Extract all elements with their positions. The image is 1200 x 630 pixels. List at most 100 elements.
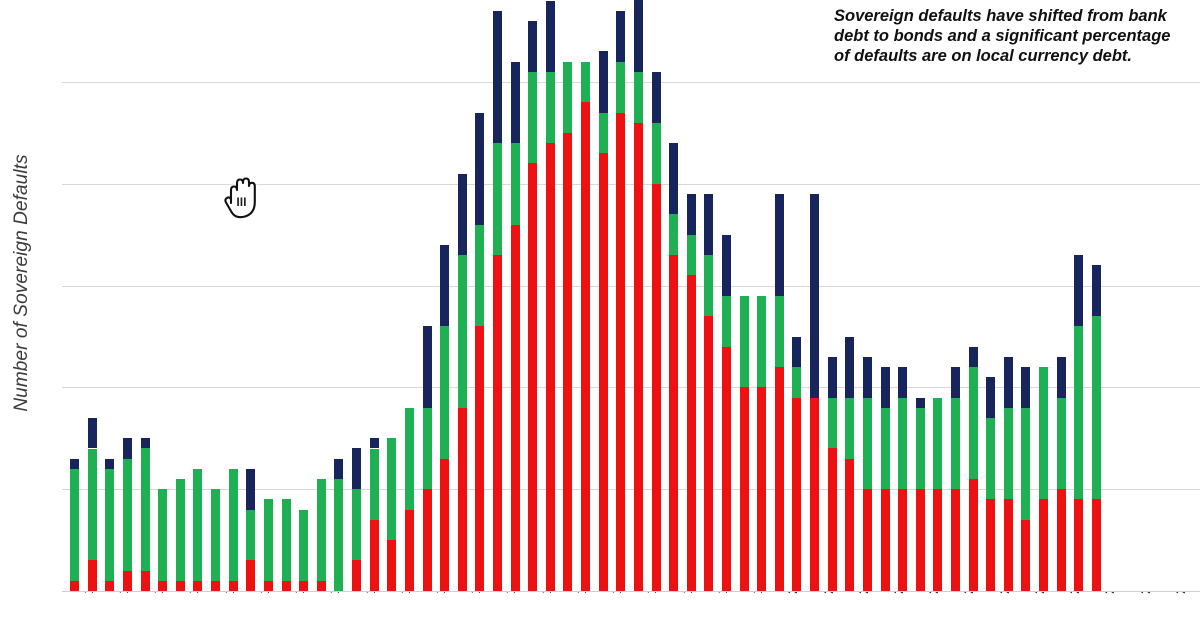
x-tick-label-2006: 2006: [890, 592, 906, 594]
bar-1969[interactable]: [228, 0, 238, 591]
bar-2012[interactable]: [986, 0, 996, 591]
bar-segment-bank-debt-1968: [211, 580, 221, 591]
bar-2008[interactable]: [915, 0, 925, 591]
bar-segment-local-currency-debt-1962: [105, 458, 115, 469]
bar-2023[interactable]: [1180, 0, 1189, 591]
bar-2022[interactable]: [1162, 0, 1171, 591]
bar-1997[interactable]: [721, 0, 731, 591]
bar-1977[interactable]: [369, 0, 379, 591]
bar-1988[interactable]: [563, 0, 573, 591]
bar-1979[interactable]: [404, 0, 414, 591]
bar-1982[interactable]: [457, 0, 467, 591]
bar-1974[interactable]: [316, 0, 326, 591]
bar-1965[interactable]: [158, 0, 168, 591]
y-axis-title: Number of Sovereign Defaults: [11, 154, 32, 412]
bar-1990[interactable]: [598, 0, 608, 591]
bar-2011[interactable]: [968, 0, 978, 591]
bar-2015[interactable]: [1039, 0, 1049, 591]
bar-1961[interactable]: [87, 0, 97, 591]
bar-1980[interactable]: [422, 0, 432, 591]
bar-segment-bank-debt-1999: [757, 387, 767, 591]
bar-segment-local-currency-debt-2001: [792, 336, 802, 368]
bar-1968[interactable]: [211, 0, 221, 591]
bar-1993[interactable]: [651, 0, 661, 591]
x-tick-label-1968: 1968: [221, 592, 237, 594]
bar-1984[interactable]: [492, 0, 502, 591]
bar-1964[interactable]: [140, 0, 150, 591]
bar-2013[interactable]: [1003, 0, 1013, 591]
bar-2004[interactable]: [845, 0, 855, 591]
bar-2014[interactable]: [1021, 0, 1031, 591]
bar-segment-bank-debt-1979: [404, 509, 414, 591]
bar-2017[interactable]: [1074, 0, 1084, 591]
bar-segment-bonds-1962: [105, 468, 115, 581]
bar-1967[interactable]: [193, 0, 203, 591]
bar-1989[interactable]: [581, 0, 591, 591]
bars-layer[interactable]: [62, 0, 1200, 591]
bar-1970[interactable]: [246, 0, 256, 591]
bar-1971[interactable]: [263, 0, 273, 591]
bar-2018[interactable]: [1091, 0, 1101, 591]
bar-segment-local-currency-debt-2012: [986, 377, 996, 418]
bar-2021[interactable]: [1145, 0, 1154, 591]
bar-segment-bonds-1970: [246, 509, 256, 561]
bar-2009[interactable]: [933, 0, 943, 591]
bar-segment-bank-debt-1964: [140, 570, 150, 591]
bar-2001[interactable]: [792, 0, 802, 591]
bar-2003[interactable]: [827, 0, 837, 591]
bar-segment-local-currency-debt-1986: [528, 20, 538, 72]
bar-1996[interactable]: [704, 0, 714, 591]
bar-segment-bank-debt-2017: [1074, 499, 1084, 591]
bar-segment-bonds-2004: [845, 397, 855, 459]
bar-1995[interactable]: [686, 0, 696, 591]
bar-2005[interactable]: [862, 0, 872, 591]
bar-1994[interactable]: [669, 0, 679, 591]
bar-segment-bank-debt-1972: [281, 580, 291, 591]
bar-1972[interactable]: [281, 0, 291, 591]
bar-2020[interactable]: [1127, 0, 1136, 591]
bar-1981[interactable]: [440, 0, 450, 591]
bar-1983[interactable]: [475, 0, 485, 591]
bar-segment-bank-debt-1969: [228, 580, 238, 591]
bar-2007[interactable]: [898, 0, 908, 591]
bar-2019[interactable]: [1110, 0, 1119, 591]
bar-1978[interactable]: [387, 0, 397, 591]
bar-1976[interactable]: [352, 0, 362, 591]
bar-1973[interactable]: [299, 0, 309, 591]
bar-segment-local-currency-debt-1964: [140, 438, 150, 449]
bar-1999[interactable]: [757, 0, 767, 591]
x-tick-label-2014: 2014: [1031, 592, 1047, 594]
bar-2000[interactable]: [774, 0, 784, 591]
bar-1992[interactable]: [633, 0, 643, 591]
bar-segment-bonds-1979: [404, 407, 414, 510]
bar-segment-local-currency-debt-1977: [369, 438, 379, 449]
bar-segment-bonds-1966: [175, 479, 185, 581]
bar-1991[interactable]: [616, 0, 626, 591]
bar-1985[interactable]: [510, 0, 520, 591]
bar-2010[interactable]: [950, 0, 960, 591]
bar-1966[interactable]: [175, 0, 185, 591]
bar-segment-bank-debt-2007: [898, 489, 908, 591]
plot-area[interactable]: [62, 0, 1200, 592]
bar-segment-bank-debt-2018: [1091, 499, 1101, 591]
bar-2002[interactable]: [810, 0, 820, 591]
x-tick-label-1962: 1962: [115, 592, 131, 594]
bar-1987[interactable]: [545, 0, 555, 591]
bar-segment-local-currency-debt-2017: [1074, 255, 1084, 327]
bar-1963[interactable]: [123, 0, 133, 591]
bar-1960[interactable]: [70, 0, 80, 591]
bar-segment-bonds-2008: [915, 407, 925, 490]
bar-segment-bank-debt-1963: [123, 570, 133, 591]
bar-2006[interactable]: [880, 0, 890, 591]
bar-segment-bank-debt-2000: [774, 367, 784, 591]
bar-1986[interactable]: [528, 0, 538, 591]
bar-segment-local-currency-debt-1993: [651, 71, 661, 123]
bar-1975[interactable]: [334, 0, 344, 591]
bar-2016[interactable]: [1056, 0, 1066, 591]
x-tick-label-1996: 1996: [714, 592, 730, 594]
bar-segment-bonds-1992: [633, 71, 643, 123]
bar-1998[interactable]: [739, 0, 749, 591]
gridline-20: [62, 387, 1200, 389]
bar-1962[interactable]: [105, 0, 115, 591]
